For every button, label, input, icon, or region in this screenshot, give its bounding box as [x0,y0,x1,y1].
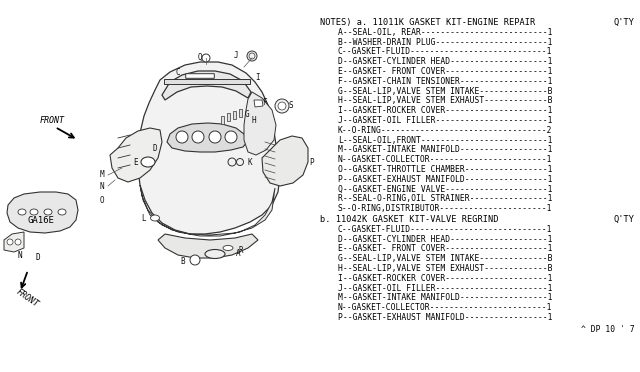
Text: L--SEAL-OIL,FRONT--------------------------1: L--SEAL-OIL,FRONT-----------------------… [338,136,552,145]
Text: G--SEAL-LIP,VALVE STEM INTAKE--------------B: G--SEAL-LIP,VALVE STEM INTAKE-----------… [338,87,552,96]
Text: B--WASHER-DRAIN PLUG-----------------------1: B--WASHER-DRAIN PLUG--------------------… [338,38,552,46]
Polygon shape [7,192,78,233]
Bar [221,116,223,124]
Circle shape [15,239,21,245]
Text: F--GASKET-CHAIN TENSIONER------------------1: F--GASKET-CHAIN TENSIONER---------------… [338,77,552,86]
Text: ^ DP 10 ' 7: ^ DP 10 ' 7 [581,325,635,334]
Text: M--GASKET-INTAKE MANIFOLD------------------1: M--GASKET-INTAKE MANIFOLD---------------… [338,145,552,154]
Polygon shape [138,62,280,234]
Text: G--SEAL-LIP,VALVE STEM INTAKE--------------B: G--SEAL-LIP,VALVE STEM INTAKE-----------… [338,254,552,263]
Text: D: D [153,144,157,153]
Text: L: L [141,214,147,222]
Text: P: P [310,157,314,167]
Text: O--GASKET-THROTTLE CHAMBER-----------------1: O--GASKET-THROTTLE CHAMBER--------------… [338,165,552,174]
Text: O: O [100,196,104,205]
Text: J--GASKET-OIL FILLER-----------------------1: J--GASKET-OIL FILLER--------------------… [338,116,552,125]
Text: C: C [176,67,180,77]
Text: Q--GASKET-ENGINE VALVE---------------------1: Q--GASKET-ENGINE VALVE------------------… [338,185,552,193]
Text: B: B [180,257,186,266]
Text: A--SEAL-OIL, REAR--------------------------1: A--SEAL-OIL, REAR-----------------------… [338,28,552,37]
Circle shape [190,255,200,265]
Text: NOTES) a. 11011K GASKET KIT-ENGINE REPAIR: NOTES) a. 11011K GASKET KIT-ENGINE REPAI… [320,18,535,27]
Polygon shape [164,79,250,84]
Text: D: D [36,253,40,263]
Text: M: M [100,170,104,179]
Text: E--GASKET- FRONT COVER---------------------1: E--GASKET- FRONT COVER------------------… [338,67,552,76]
Circle shape [202,54,210,62]
Text: N--GASKET-COLLECTOR------------------------1: N--GASKET-COLLECTOR---------------------… [338,155,552,164]
Ellipse shape [223,246,233,250]
Ellipse shape [44,209,52,215]
Ellipse shape [18,209,26,215]
Circle shape [225,131,237,143]
Text: I: I [256,73,260,81]
Ellipse shape [205,250,225,259]
Text: FRONT: FRONT [14,287,40,309]
Text: N: N [100,182,104,190]
Text: S--O-RING,DISTRIBUTOR----------------------1: S--O-RING,DISTRIBUTOR-------------------… [338,204,552,213]
Text: G: G [244,109,250,119]
Text: J: J [234,51,238,60]
Circle shape [247,51,257,61]
Text: R--SEAL-O-RING,OIL STRAINER----------------1: R--SEAL-O-RING,OIL STRAINER-------------… [338,195,552,203]
Polygon shape [167,123,247,152]
Text: D--GASKET-CYLINDER HEAD--------------------1: D--GASKET-CYLINDER HEAD-----------------… [338,57,552,66]
Text: H: H [252,115,256,125]
Text: Q'TY: Q'TY [614,215,635,224]
Text: C--GASKET-FLUID----------------------------1: C--GASKET-FLUID-------------------------… [338,225,552,234]
Ellipse shape [58,209,66,215]
Text: R: R [239,246,243,254]
Text: H--SEAL-LIP,VALVE STEM EXHAUST-------------B: H--SEAL-LIP,VALVE STEM EXHAUST----------… [338,264,552,273]
Text: C--GASKET-FLUID----------------------------1: C--GASKET-FLUID-------------------------… [338,47,552,57]
Text: N--GASKET-COLLECTOR------------------------1: N--GASKET-COLLECTOR---------------------… [338,303,552,312]
Text: E: E [134,157,138,167]
Ellipse shape [150,215,159,221]
Polygon shape [244,92,276,155]
FancyBboxPatch shape [186,74,214,78]
Text: F: F [262,97,266,106]
Text: J--GASKET-OIL FILLER-----------------------1: J--GASKET-OIL FILLER--------------------… [338,283,552,293]
Text: S: S [289,100,293,109]
Text: H--SEAL-LIP,VALVE STEM EXHAUST-------------B: H--SEAL-LIP,VALVE STEM EXHAUST----------… [338,96,552,105]
Text: A: A [236,250,240,259]
Ellipse shape [141,157,155,167]
Text: b. 11042K GASKET KIT-VALVE REGRIND: b. 11042K GASKET KIT-VALVE REGRIND [320,215,499,224]
Ellipse shape [30,209,38,215]
Polygon shape [110,128,162,182]
Text: D--GASKET-CYLINDER HEAD--------------------1: D--GASKET-CYLINDER HEAD-----------------… [338,235,552,244]
Circle shape [192,131,204,143]
Bar [239,109,241,117]
Polygon shape [140,185,275,236]
Polygon shape [254,100,263,107]
Text: Q: Q [198,52,202,61]
Circle shape [209,131,221,143]
Text: N: N [18,251,22,260]
Text: K: K [248,157,252,167]
Text: I--GASKET-ROCKER COVER---------------------1: I--GASKET-ROCKER COVER------------------… [338,274,552,283]
Text: K--O-RING----------------------------------2: K--O-RING-------------------------------… [338,126,552,135]
Circle shape [176,131,188,143]
Bar [227,113,230,121]
Polygon shape [262,136,308,186]
Text: E--GASKET- FRONT COVER---------------------1: E--GASKET- FRONT COVER------------------… [338,244,552,253]
Text: GA16E: GA16E [28,215,55,224]
Circle shape [7,239,13,245]
Bar [232,111,236,119]
Text: P--GASKET-EXHAUST MANIFOLD-----------------1: P--GASKET-EXHAUST MANIFOLD--------------… [338,313,552,322]
Text: I--GASKET-ROCKER COVER---------------------1: I--GASKET-ROCKER COVER------------------… [338,106,552,115]
Text: Q'TY: Q'TY [614,18,635,27]
Circle shape [275,99,289,113]
Polygon shape [162,71,251,100]
Text: FRONT: FRONT [40,115,65,125]
Polygon shape [4,232,24,252]
Polygon shape [158,234,258,258]
Text: M--GASKET-INTAKE MANIFOLD------------------1: M--GASKET-INTAKE MANIFOLD---------------… [338,294,552,302]
Circle shape [278,102,286,110]
Text: P--GASKET-EXHAUST MANIFOLD-----------------1: P--GASKET-EXHAUST MANIFOLD--------------… [338,175,552,184]
